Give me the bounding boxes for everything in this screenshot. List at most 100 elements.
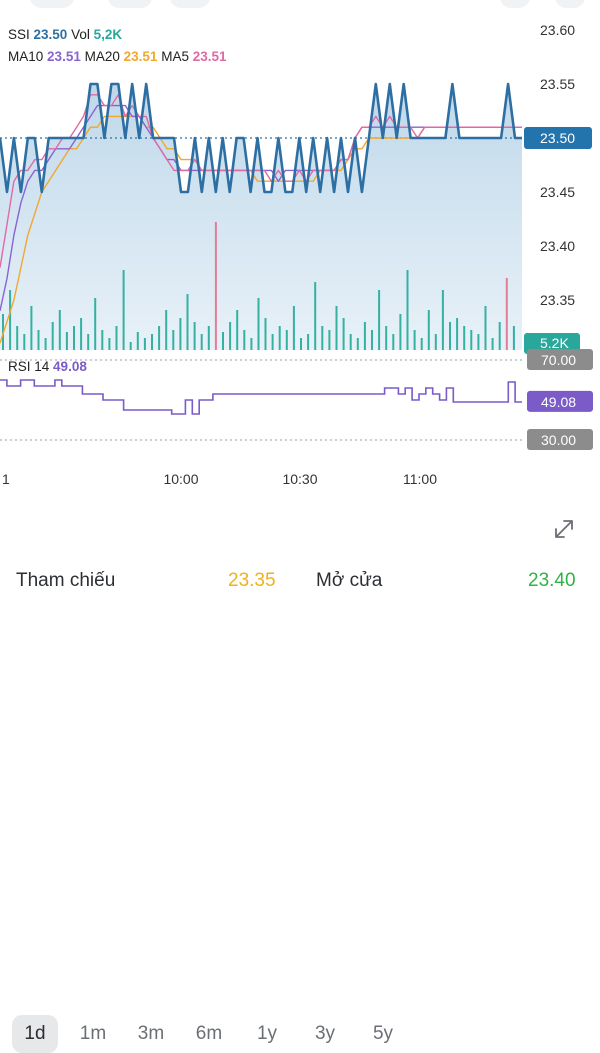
volume-bar-up — [207, 326, 210, 350]
volume-bar-up — [51, 322, 54, 350]
rsi-current-badge-text: 49.08 — [541, 394, 576, 410]
volume-bar-up — [158, 326, 161, 350]
rsi-70-badge — [527, 349, 593, 370]
volume-bar-up — [108, 338, 111, 350]
current-price-badge-text: 23.50 — [540, 130, 575, 146]
volume-bar-up — [278, 326, 281, 350]
price-tick-label: 23.40 — [540, 238, 575, 254]
reference-value: 23.35 — [228, 570, 276, 591]
volume-badge — [524, 333, 580, 354]
range-tab-3y[interactable]: 3y — [314, 1023, 336, 1044]
expand-icon[interactable] — [550, 515, 578, 543]
volume-bar-up — [229, 322, 232, 350]
legend-volume: 5,2K — [94, 27, 123, 42]
legend-ma5-value: 23.51 — [193, 49, 227, 64]
volume-bar-up — [193, 322, 196, 350]
volume-bar-up — [94, 298, 97, 350]
price-tick-label: 23.35 — [540, 292, 575, 308]
volume-bar-up — [363, 322, 366, 350]
legend-vol-label: Vol — [71, 27, 90, 42]
price-line — [0, 82, 522, 194]
volume-bar-up — [172, 330, 175, 350]
volume-bar-up — [392, 334, 395, 350]
volume-bar-up — [300, 338, 302, 350]
top-share-button[interactable] — [500, 0, 530, 8]
volume-bar-up — [420, 338, 423, 350]
rsi-70-badge-text: 70.00 — [541, 352, 576, 368]
range-tab-1y[interactable]: 1y — [256, 1023, 278, 1044]
top-close-button[interactable] — [170, 0, 210, 8]
rsi-30-badge — [527, 429, 593, 450]
volume-badge-text: 5.2K — [540, 335, 569, 351]
price-tick-label: 23.60 — [540, 22, 575, 38]
volume-bar-up — [186, 294, 189, 350]
range-tab-6m[interactable]: 6m — [195, 1023, 223, 1044]
volume-bar-up — [371, 330, 373, 350]
volume-bar-up — [484, 306, 487, 350]
volume-bar-up — [456, 318, 459, 350]
volume-bar-up — [321, 326, 324, 350]
range-tab-1d[interactable]: 1d — [12, 1015, 58, 1053]
volume-bar-up — [356, 338, 359, 350]
volume-bar-up — [243, 330, 246, 350]
range-tab-3m[interactable]: 3m — [137, 1023, 165, 1044]
volume-bar-up — [406, 270, 409, 350]
volume-bar-up — [222, 332, 224, 350]
current-price-badge — [524, 127, 592, 149]
volume-bar-up — [477, 334, 480, 350]
volume-bar-up — [491, 338, 494, 350]
volume-bar-up — [58, 310, 61, 350]
volume-bar-up — [434, 334, 437, 350]
volume-bar-up — [122, 270, 125, 350]
time-label: 10:30 — [282, 471, 317, 487]
range-tab-5y[interactable]: 5y — [372, 1023, 394, 1044]
volume-bar-up — [250, 338, 253, 350]
volume-bar-up — [87, 334, 90, 350]
time-label-partial: 1 — [2, 471, 10, 487]
rsi-legend: RSI 14 49.08 — [8, 359, 87, 374]
volume-bar-up — [385, 326, 388, 350]
range-tab-1m[interactable]: 1m — [79, 1023, 107, 1044]
volume-bar-up — [470, 330, 473, 350]
legend-price: 23.50 — [34, 27, 68, 42]
price-area-fill — [0, 84, 522, 350]
volume-bar-up — [73, 326, 75, 350]
volume-bar-up — [498, 322, 501, 350]
volume-bar-up — [257, 298, 260, 350]
volume-bar-up — [449, 322, 451, 350]
volume-bar-up — [129, 342, 132, 350]
volume-bar-up — [16, 326, 19, 350]
volume-bar-up — [44, 338, 47, 350]
volume-bar-up — [271, 334, 274, 350]
top-menu-button[interactable] — [30, 0, 74, 8]
volume-bar-up — [80, 318, 83, 350]
price-series-line — [0, 82, 522, 194]
volume-bar-up — [115, 326, 118, 350]
legend-ma20-value: 23.51 — [124, 49, 158, 64]
top-settings-button[interactable] — [555, 0, 585, 8]
top-compare-button[interactable] — [108, 0, 152, 8]
legend-ma10-label: MA10 — [8, 49, 43, 64]
price-area — [0, 84, 522, 350]
volume-bar-up — [314, 282, 317, 350]
volume-bar-up — [264, 318, 267, 350]
volume-bar-up — [30, 306, 33, 350]
volume-bar-up — [65, 332, 68, 350]
rsi-30-badge-text: 30.00 — [541, 432, 576, 448]
volume-bar-up — [441, 290, 444, 350]
volume-bar-up — [143, 338, 146, 350]
volume-bar-up — [9, 290, 12, 350]
open-label: Mở cửa — [316, 570, 383, 591]
volume-bar-up — [236, 310, 239, 350]
ma-legend: MA10 23.51 MA20 23.51 MA5 23.51 — [8, 49, 227, 64]
price-tick-label: 23.45 — [540, 184, 575, 200]
legend-ma10-value: 23.51 — [47, 49, 81, 64]
range-selector: 1d 1m 3m 6m 1y 3y 5y — [0, 505, 600, 1053]
legend-ma5-label: MA5 — [161, 49, 189, 64]
volume-bar-down — [214, 222, 217, 350]
legend-symbol: SSI — [8, 27, 30, 42]
volume-bar-up — [399, 314, 402, 350]
